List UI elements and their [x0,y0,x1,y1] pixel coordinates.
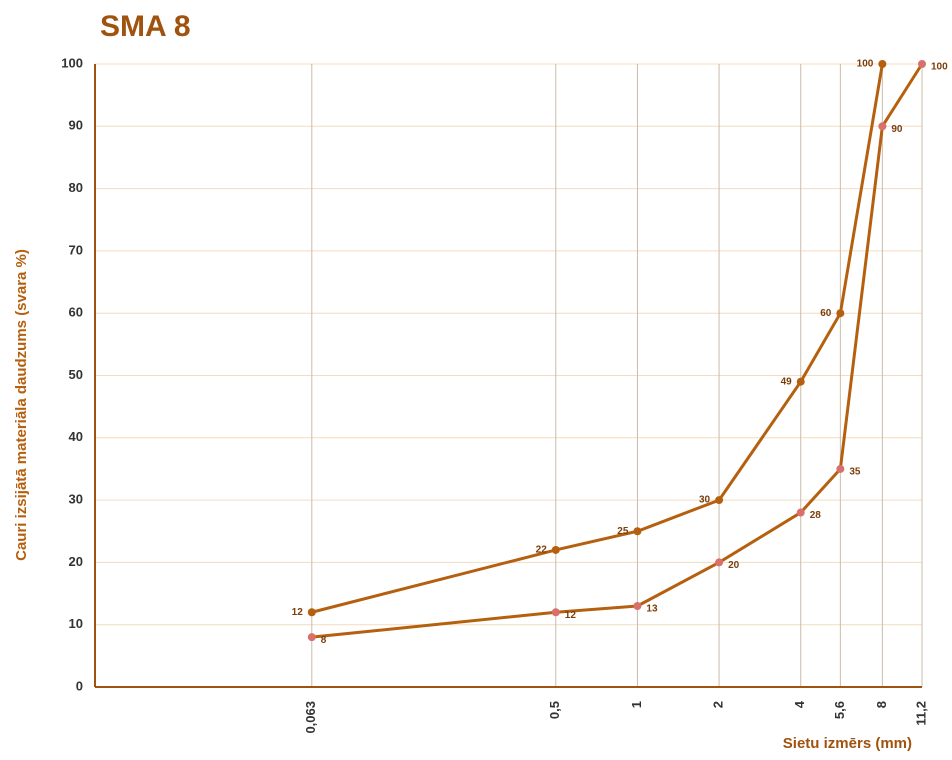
y-tick-label: 60 [69,305,83,320]
x-tick-label: 1 [629,701,644,708]
data-label: 25 [617,526,629,537]
x-tick-label: 0,063 [303,701,318,734]
data-point [796,508,805,517]
x-tick-label: 8 [874,701,889,708]
y-tick-label: 80 [69,180,83,195]
series-line [311,63,924,639]
data-point [307,608,316,617]
data-label: 49 [781,376,793,387]
y-tick-label: 70 [69,242,83,257]
data-point [878,60,887,68]
x-tick-label: 0,5 [547,701,562,719]
y-tick-label: 40 [69,429,83,444]
x-tick-label: 4 [792,700,807,708]
data-label: 22 [536,545,548,556]
data-label: 100 [931,62,948,73]
data-label: 20 [728,560,740,571]
data-point [633,602,642,611]
data-point [551,545,560,554]
x-tick-label: 5,6 [832,701,847,719]
y-tick-label: 20 [69,554,83,569]
y-tick-label: 30 [69,492,83,507]
data-point [878,122,887,131]
x-tick-label: 2 [711,701,726,708]
data-label: 35 [849,467,861,478]
y-tick-label: 90 [69,118,83,133]
data-label: 100 [857,59,874,70]
x-tick-label: 11,2 [913,701,928,726]
data-label: 28 [810,510,822,521]
data-point [633,527,642,536]
y-axis-label: Cauri izsijātā materiāla daudzums (svara… [13,249,30,561]
series-line [311,63,884,614]
data-point [918,60,926,68]
data-point [307,633,316,642]
y-tick-label: 0 [76,678,83,693]
data-label: 60 [820,308,832,319]
data-point [836,464,845,473]
data-label: 8 [321,635,327,646]
data-label: 12 [292,607,304,618]
data-label: 90 [891,124,903,135]
data-point [715,496,724,505]
data-point [796,377,805,386]
chart-title: SMA 8 [100,10,191,43]
data-label: 13 [646,604,658,615]
data-point [551,608,560,617]
data-label: 12 [565,610,577,621]
data-point [836,309,845,318]
y-tick-label: 100 [61,55,83,70]
x-axis-label: Sietu izmērs (mm) [783,735,912,752]
data-label: 30 [699,495,711,506]
y-tick-label: 10 [69,616,83,631]
data-point [715,558,724,567]
y-tick-label: 50 [69,367,83,382]
